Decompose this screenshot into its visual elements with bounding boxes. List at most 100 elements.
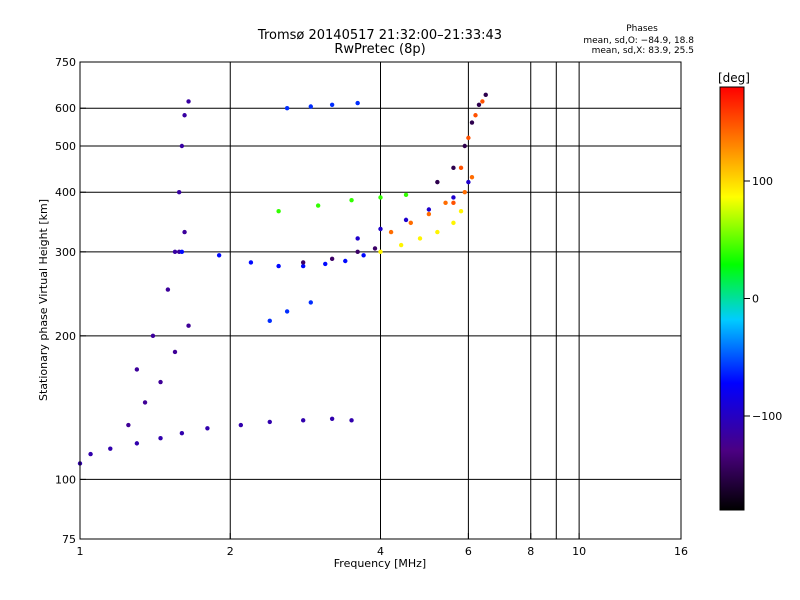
colorbar-tick-label: 0: [752, 293, 759, 306]
data-point: [388, 229, 394, 235]
colorbar-ticks: 100 0 −100: [744, 175, 782, 423]
data-point: [403, 217, 409, 223]
data-point: [267, 318, 272, 324]
stats-line-o: mean, sd,O: −84.9, 18.8: [583, 36, 694, 46]
y-tick-label: 500: [55, 140, 76, 153]
chart-subtitle: RwPretec (8p): [334, 42, 425, 57]
data-point: [134, 367, 140, 372]
data-point: [323, 261, 328, 267]
data-point: [378, 226, 383, 232]
data-point: [451, 200, 456, 206]
data-point: [355, 100, 360, 106]
colorbar-tick-label: 100: [752, 175, 773, 188]
data-point: [329, 102, 335, 108]
x-tick-label: 6: [465, 545, 472, 558]
axes: 1 2 4 6 8 10 16 75 100 200 300 400 500 600 750: [55, 56, 688, 558]
y-tick-label: 600: [55, 102, 76, 115]
data-point: [435, 179, 440, 185]
data-point: [469, 175, 475, 180]
y-tick-label: 400: [55, 186, 76, 199]
y-tick-label: 300: [55, 246, 76, 259]
data-point: [142, 400, 148, 405]
data-point: [248, 260, 254, 265]
data-point: [300, 260, 306, 265]
data-point: [108, 446, 113, 451]
x-axis-label: Frequency [MHz]: [334, 557, 426, 570]
data-point: [417, 236, 423, 241]
x-tick-label: 10: [572, 545, 586, 558]
data-point: [267, 419, 272, 425]
data-point: [284, 309, 290, 314]
x-tick-label: 8: [527, 545, 534, 558]
y-tick-label: 100: [55, 473, 76, 486]
x-tick-label: 16: [674, 545, 688, 558]
colorbar-label: [deg]: [718, 71, 750, 85]
data-point: [361, 253, 366, 258]
data-point: [378, 249, 383, 255]
stats-heading: Phases: [626, 24, 658, 34]
data-point: [343, 258, 348, 264]
data-point: [179, 249, 185, 255]
data-point: [329, 416, 335, 421]
data-point: [179, 143, 185, 149]
data-point: [165, 287, 171, 292]
data-point: [426, 211, 432, 217]
data-point: [355, 236, 360, 241]
data-point: [451, 195, 456, 200]
data-point: [172, 349, 178, 355]
x-tick-label: 1: [77, 545, 84, 558]
data-point: [426, 207, 432, 212]
data-point: [443, 200, 448, 206]
data-point: [476, 102, 482, 108]
data-point: [186, 323, 191, 328]
data-point: [308, 104, 313, 109]
data-point: [458, 165, 464, 171]
data-point: [186, 99, 191, 104]
data-point: [300, 263, 306, 269]
colorbar: [719, 86, 745, 511]
data-point: [483, 92, 488, 98]
grid-lines: [80, 62, 681, 539]
data-point: [276, 208, 281, 214]
data-point: [176, 190, 182, 195]
chart-title: Tromsø 20140517 21:32:00–21:33:43: [257, 28, 502, 43]
data-point: [408, 220, 413, 226]
data-point: [403, 192, 409, 198]
data-point: [238, 422, 244, 428]
data-point: [349, 418, 354, 423]
data-point: [473, 113, 478, 118]
data-point: [300, 418, 306, 423]
data-point: [329, 256, 335, 262]
data-point: [372, 246, 378, 251]
colorbar-tick-label: −100: [752, 410, 782, 423]
data-points: [77, 92, 488, 466]
data-point: [205, 426, 210, 431]
data-point: [469, 120, 475, 125]
data-point: [435, 229, 440, 235]
data-point: [172, 249, 178, 255]
stats-line-x: mean, sd,X: 83.9, 25.5: [592, 46, 694, 56]
data-point: [466, 135, 471, 141]
y-tick-label: 200: [55, 330, 76, 343]
data-point: [466, 179, 471, 185]
data-point: [355, 249, 360, 255]
data-point: [458, 208, 464, 214]
data-point: [462, 143, 467, 149]
y-axis-label: Stationary phase Virtual Height [km]: [37, 199, 50, 401]
data-point: [308, 300, 313, 305]
x-tick-label: 2: [227, 545, 234, 558]
data-point: [349, 197, 354, 203]
data-point: [88, 451, 93, 457]
y-tick-label: 75: [62, 533, 76, 546]
data-point: [276, 263, 281, 269]
data-point: [378, 195, 383, 200]
data-point: [179, 430, 185, 436]
data-point: [284, 106, 290, 111]
data-point: [480, 99, 485, 104]
data-point: [150, 333, 156, 339]
data-point: [451, 220, 456, 226]
data-point: [182, 113, 187, 118]
data-point: [158, 436, 163, 441]
x-tick-label: 4: [377, 545, 384, 558]
